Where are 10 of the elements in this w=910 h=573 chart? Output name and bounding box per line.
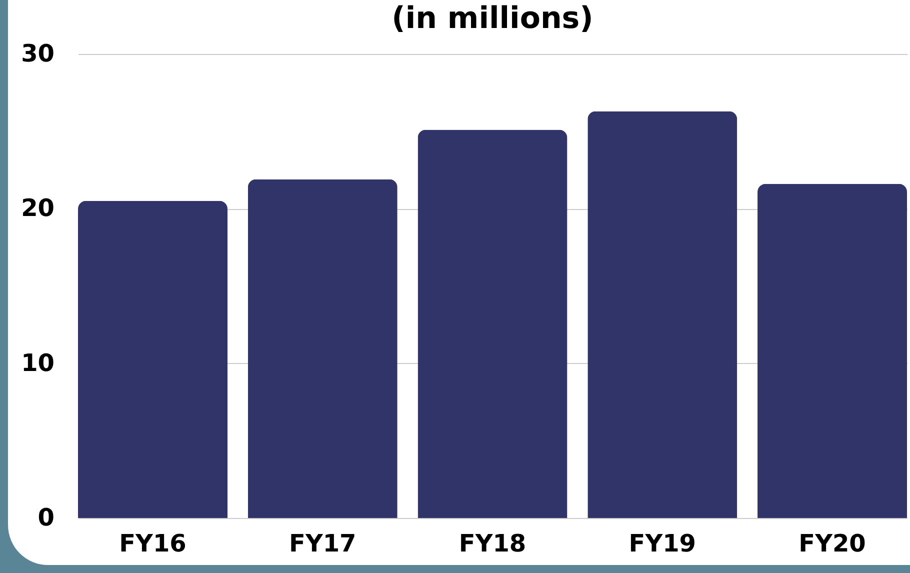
y-tick-label: 30 (21, 40, 54, 68)
y-tick-label: 20 (21, 194, 54, 222)
chart-title: (in millions) (392, 1, 594, 36)
x-tick-label: FY20 (798, 530, 866, 558)
x-tick-label: FY16 (119, 530, 186, 558)
y-tick-label: 10 (21, 348, 54, 377)
x-tick-label: FY18 (458, 530, 526, 558)
x-tick-label: FY17 (289, 530, 356, 558)
x-tick-label: FY19 (628, 530, 696, 558)
y-tick-label: 0 (38, 504, 54, 532)
